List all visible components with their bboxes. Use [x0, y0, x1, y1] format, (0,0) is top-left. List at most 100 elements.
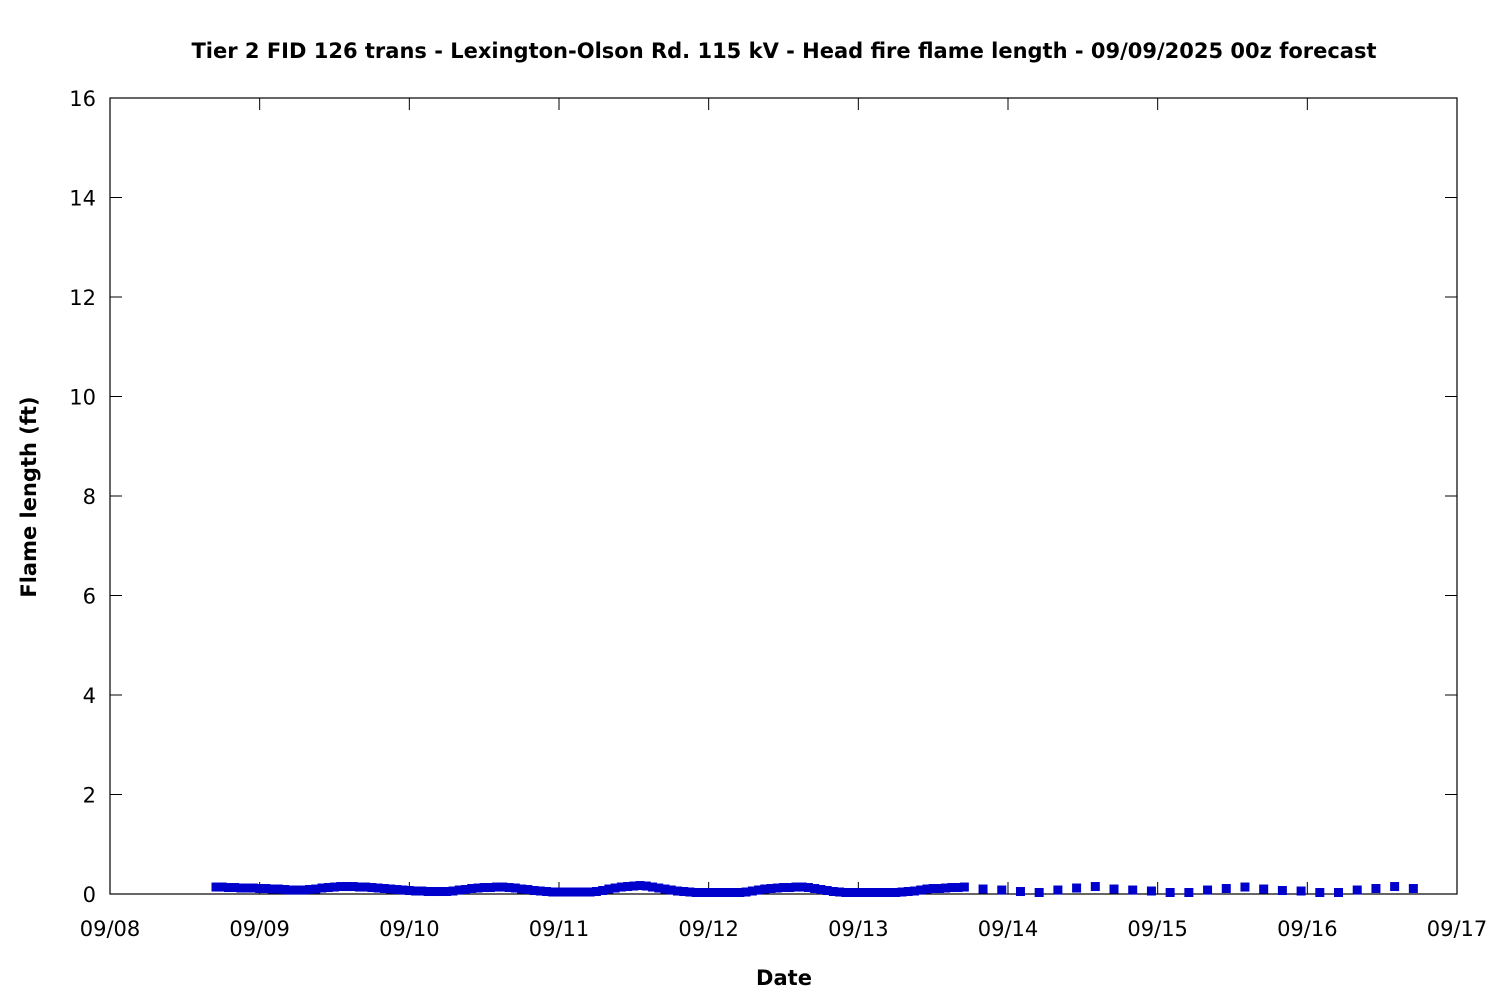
data-point: [504, 883, 514, 893]
data-point: [354, 882, 364, 892]
data-point: [1146, 886, 1156, 896]
data-point: [242, 883, 252, 893]
data-point: [1090, 882, 1100, 892]
data-point: [623, 882, 633, 892]
data-point: [953, 883, 963, 893]
x-tick-label: 09/08: [80, 917, 141, 941]
data-point: [460, 885, 470, 895]
data-point: [323, 883, 333, 893]
data-point: [348, 882, 358, 892]
data-point: [1390, 882, 1400, 892]
data-point: [785, 883, 795, 893]
data-point: [860, 888, 870, 898]
data-point: [704, 888, 714, 898]
data-point: [816, 885, 826, 895]
y-tick-label: 4: [83, 684, 96, 708]
data-point: [1165, 888, 1175, 898]
x-tick-label: 09/15: [1127, 917, 1188, 941]
data-point: [280, 885, 290, 895]
x-tick-label: 09/14: [978, 917, 1039, 941]
data-point: [885, 888, 895, 898]
data-point: [691, 888, 701, 898]
data-point: [841, 888, 851, 898]
data-point: [654, 883, 664, 893]
data-point: [454, 885, 464, 895]
data-point: [735, 888, 745, 898]
data-point: [273, 884, 283, 894]
data-point: [330, 882, 339, 892]
data-point: [722, 888, 732, 898]
data-point: [1128, 885, 1138, 895]
data-point: [660, 884, 670, 894]
data-point: [635, 881, 645, 891]
data-point: [866, 888, 876, 898]
data-point: [897, 887, 907, 897]
data-point: [797, 882, 807, 892]
data-point: [1072, 883, 1082, 893]
data-point: [223, 883, 233, 893]
data-point: [554, 887, 564, 897]
data-point: [1053, 885, 1063, 895]
y-tick-label: 8: [83, 485, 96, 509]
data-point: [261, 884, 271, 894]
data-point: [367, 883, 377, 893]
data-point: [791, 882, 801, 892]
data-point: [835, 887, 845, 897]
data-point: [517, 884, 527, 894]
data-point: [560, 887, 570, 897]
data-point: [548, 887, 558, 897]
data-point: [579, 887, 589, 897]
data-point: [467, 884, 477, 894]
x-axis-label: Date: [756, 966, 812, 990]
data-point: [1034, 888, 1044, 898]
data-point: [754, 885, 764, 895]
data-point: [479, 883, 489, 893]
data-point: [566, 887, 576, 897]
data-point: [1203, 885, 1213, 895]
data-point: [591, 887, 601, 897]
data-point: [598, 886, 608, 896]
x-tick-label: 09/09: [229, 917, 290, 941]
x-tick-label: 09/13: [828, 917, 889, 941]
data-point: [255, 884, 265, 894]
data-point: [959, 882, 969, 892]
data-point: [616, 882, 626, 892]
data-point: [510, 883, 520, 893]
data-point: [629, 881, 639, 891]
data-point: [236, 883, 246, 893]
data-point: [878, 888, 888, 898]
data-point: [473, 883, 483, 893]
data-point: [292, 885, 302, 895]
data-point: [1296, 886, 1306, 896]
data-point: [417, 886, 427, 896]
data-point: [1408, 884, 1418, 894]
data-point: [928, 884, 938, 894]
x-tick-label: 09/11: [529, 917, 590, 941]
y-tick-label: 16: [69, 87, 96, 111]
data-point: [423, 887, 433, 897]
data-point: [822, 886, 832, 896]
data-point: [211, 882, 221, 892]
data-point: [535, 886, 545, 896]
data-point: [779, 883, 788, 893]
data-point: [411, 886, 421, 896]
data-point: [766, 884, 776, 894]
data-point: [828, 887, 838, 897]
data-point: [336, 882, 346, 892]
data-point: [404, 886, 414, 896]
y-tick-label: 0: [83, 883, 96, 907]
data-point: [448, 886, 458, 896]
data-point: [217, 882, 227, 892]
data-point: [379, 884, 389, 894]
data-point: [641, 881, 651, 891]
data-point: [311, 884, 321, 894]
data-point: [903, 887, 913, 897]
data-point: [298, 885, 308, 895]
data-point: [230, 883, 240, 893]
y-tick-label: 2: [83, 784, 96, 808]
data-point: [666, 885, 676, 895]
data-point: [741, 887, 751, 897]
data-point: [498, 882, 508, 892]
data-point: [267, 884, 277, 894]
data-point: [729, 888, 739, 898]
